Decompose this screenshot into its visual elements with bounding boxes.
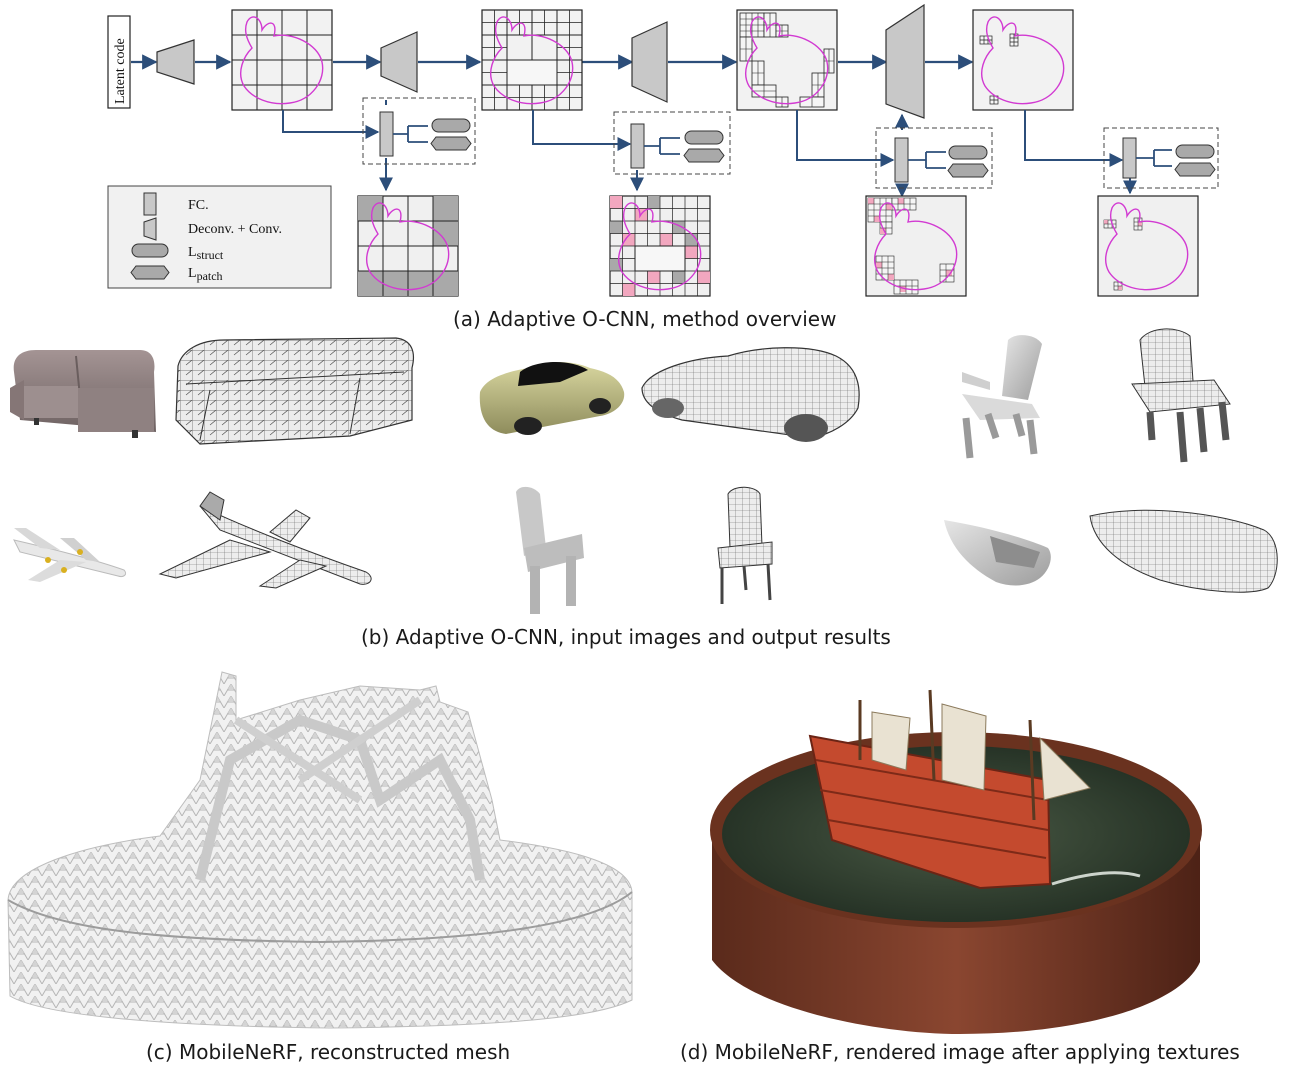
simple-chair-render <box>516 487 584 614</box>
prediction-grid-2 <box>610 196 710 296</box>
prediction-grid-4 <box>1098 196 1198 296</box>
boat-render <box>944 520 1051 585</box>
legend-deconv-symbol <box>144 218 156 240</box>
sofa-render <box>10 350 156 438</box>
car-render <box>480 362 624 435</box>
octree-level-2 <box>482 10 582 110</box>
deconv-block-4 <box>886 5 924 118</box>
airplane-mesh <box>160 492 371 588</box>
legend-deconv-label: Deconv. + Conv. <box>188 222 282 237</box>
loss-module-3 <box>876 128 992 188</box>
simple-chair-mesh <box>718 487 772 604</box>
octree-level-4 <box>973 10 1073 110</box>
loss-module-1 <box>363 98 475 164</box>
octree-level-1 <box>232 10 332 110</box>
latent-code-label: Latent code <box>113 38 128 104</box>
reconstructed-mesh <box>8 672 632 1028</box>
legend-fc-symbol <box>144 193 156 215</box>
legend-lpatch-symbol <box>131 266 169 279</box>
latent-code-box: Latent code <box>108 16 130 108</box>
caption-c: (c) MobileNeRF, reconstructed mesh <box>146 1040 510 1064</box>
loss-module-4 <box>1104 128 1218 188</box>
prediction-grid-3 <box>866 196 966 296</box>
caption-d: (d) MobileNeRF, rendered image after app… <box>680 1040 1240 1064</box>
legend-lstruct-symbol <box>132 244 168 257</box>
deconv-block-2 <box>381 32 417 92</box>
chair-mesh <box>1132 329 1230 462</box>
boat-mesh <box>1090 510 1277 592</box>
deconv-block-3 <box>632 22 667 102</box>
legend-lstruct-label: Lstruct <box>188 245 224 262</box>
legend-fc-label: FC. <box>188 198 209 213</box>
caption-b: (b) Adaptive O-CNN, input images and out… <box>361 625 891 649</box>
octree-level-3 <box>737 10 837 110</box>
legend-lpatch-label: Lpatch <box>188 266 223 283</box>
rendered-textured-image <box>710 690 1202 1034</box>
car-mesh <box>642 348 859 442</box>
caption-a: (a) Adaptive O-CNN, method overview <box>453 307 836 331</box>
chair-render <box>962 335 1042 458</box>
method-overview-diagram: Latent code <box>108 5 1218 296</box>
loss-modules <box>363 98 1218 188</box>
airplane-render <box>14 528 126 582</box>
branch-arrows <box>283 100 1130 196</box>
loss-module-2 <box>614 112 730 174</box>
legend: FC. Deconv. + Conv. Lstruct Lpatch <box>108 186 331 288</box>
deconv-block-1 <box>157 40 194 84</box>
prediction-grid-1 <box>358 196 458 296</box>
input-output-results <box>10 329 1277 614</box>
sofa-mesh <box>176 338 413 444</box>
